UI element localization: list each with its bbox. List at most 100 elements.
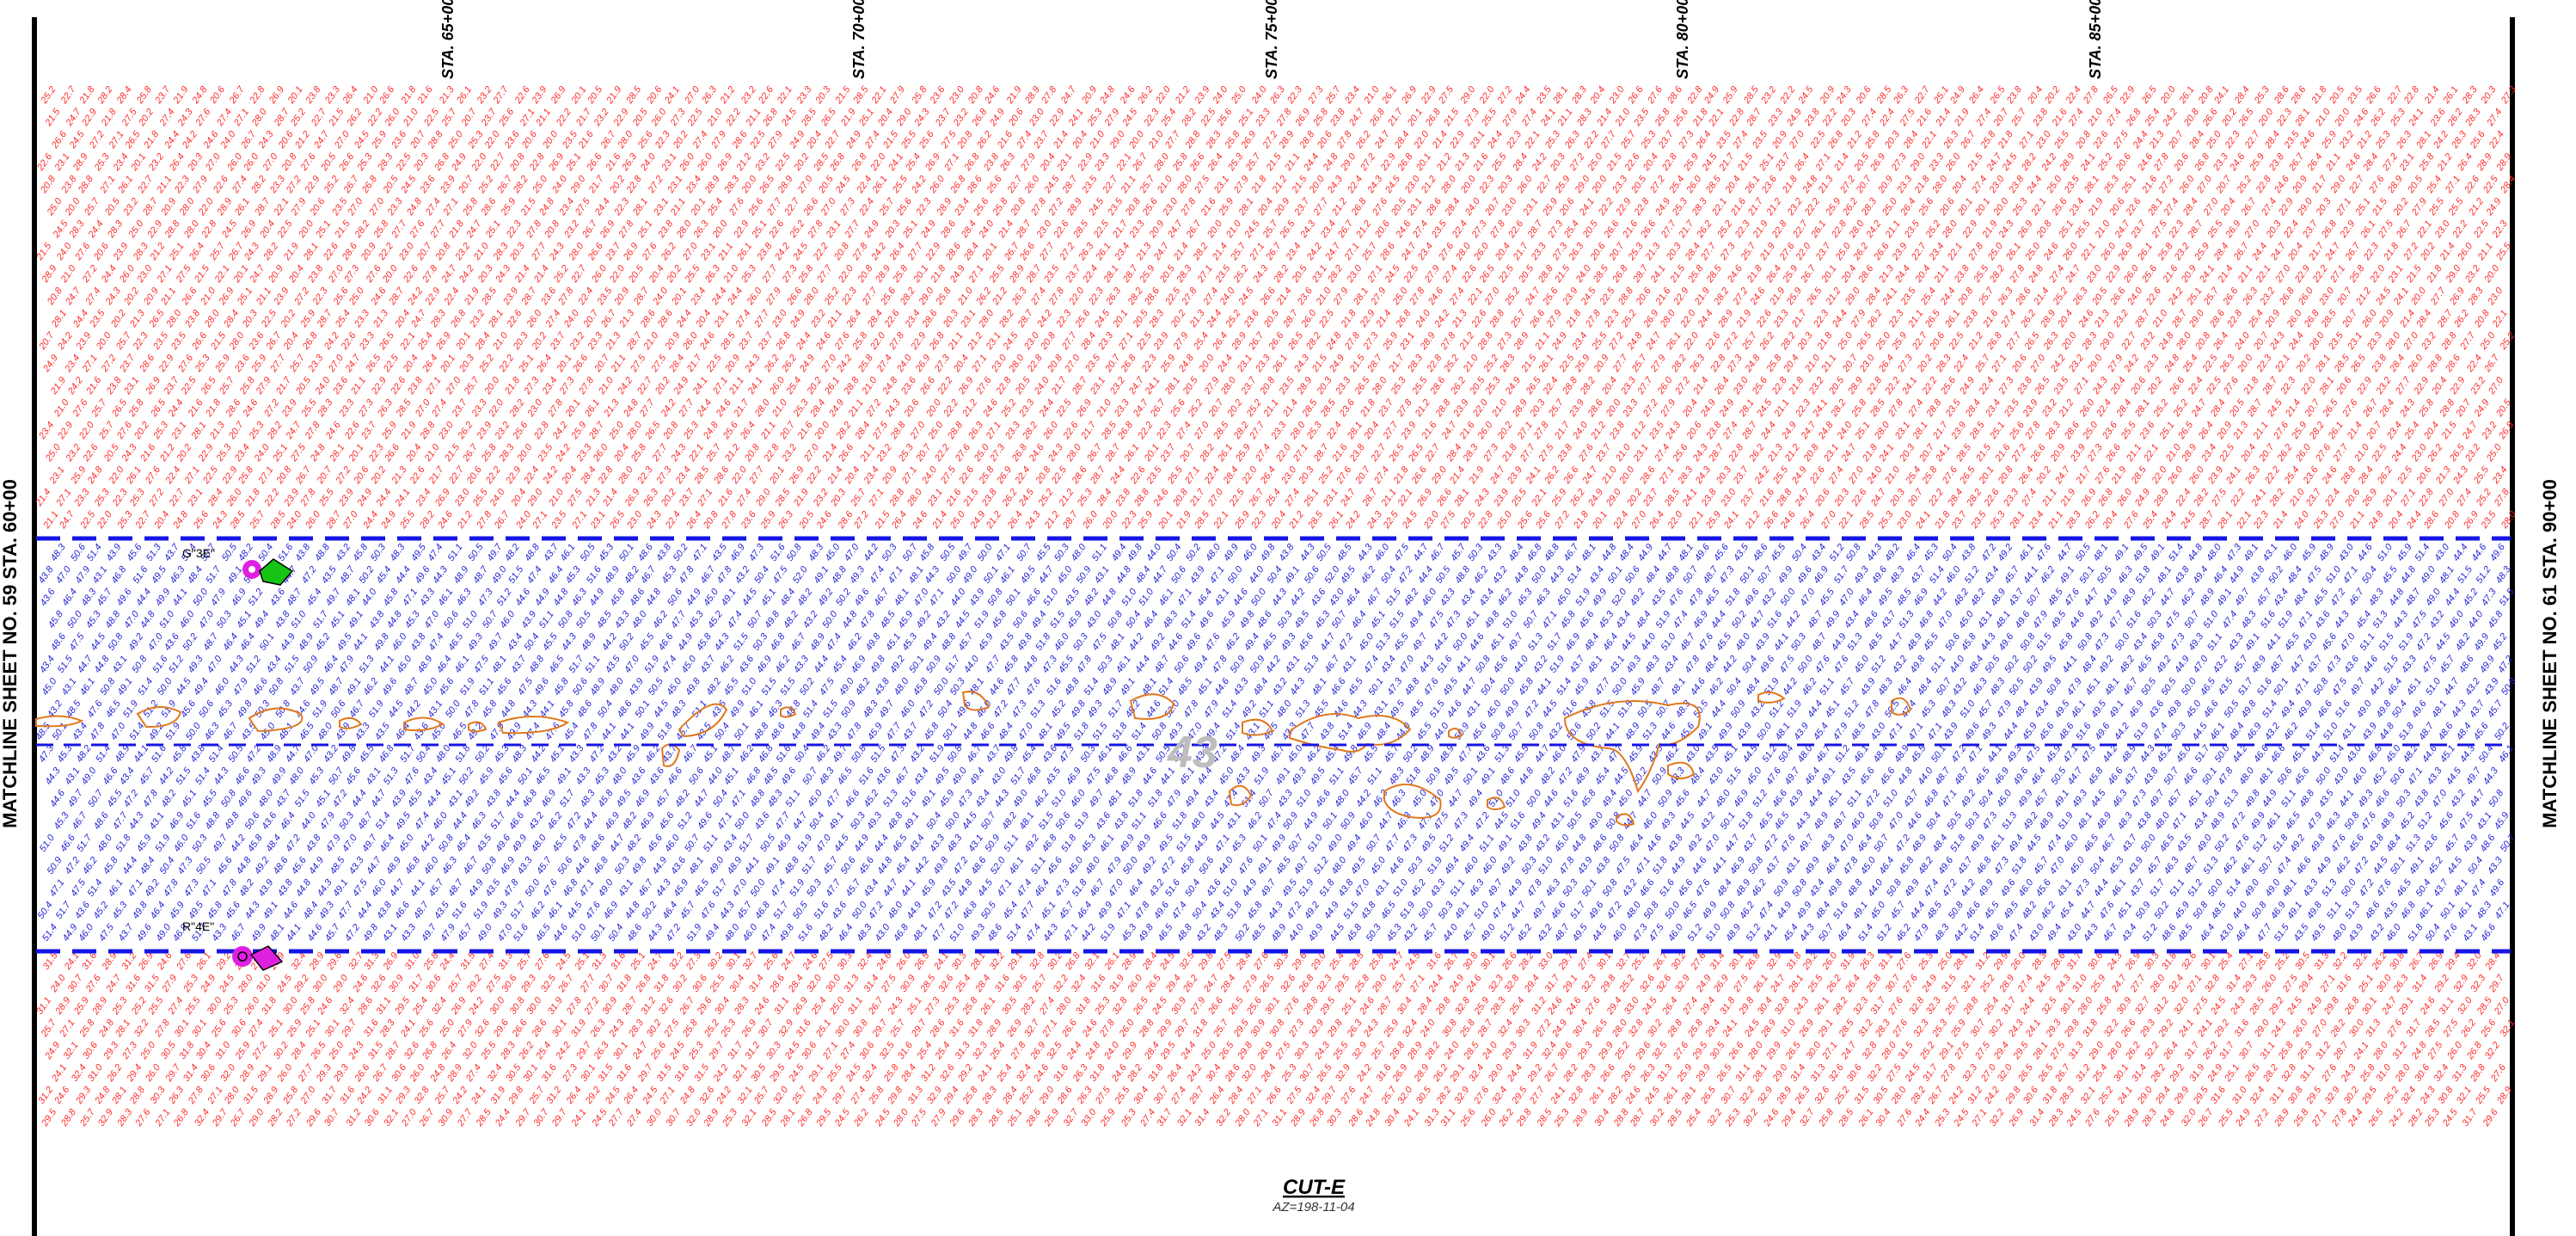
sounding-value: 28.5	[773, 487, 793, 509]
sounding-value: 46.2	[651, 609, 670, 630]
sounding-value: 21.8	[2309, 84, 2329, 107]
sounding-value: 23.1	[1468, 129, 1487, 151]
sounding-value: 43.4	[1379, 654, 1398, 674]
sounding-value: 30.4	[1204, 1062, 1223, 1083]
sounding-value: 22.8	[1829, 218, 1849, 241]
sounding-value: 25.7	[1943, 995, 1963, 1018]
sounding-value: 26.1	[1664, 330, 1684, 352]
sounding-value: 25.9	[758, 509, 778, 531]
sounding-value: 27.6	[193, 107, 213, 129]
sounding-value: 24.5	[1016, 487, 1036, 509]
sounding-value: 50.5	[791, 900, 811, 921]
sounding-value: 24.9	[1653, 196, 1673, 218]
sounding-value: 21.2	[991, 286, 1010, 307]
sounding-value: 27.7	[2004, 330, 2024, 353]
sounding-value: 49.9	[1118, 833, 1137, 853]
sounding-value: 20.0	[1604, 397, 1623, 420]
sounding-value: 25.8	[2291, 1107, 2311, 1129]
sounding-value: 27.4	[1410, 218, 1430, 240]
sounding-value: 29.7	[1173, 1018, 1193, 1040]
sounding-value: 24.2	[869, 241, 889, 262]
sounding-value: 47.3	[476, 587, 496, 608]
sounding-value: 26.3	[691, 218, 711, 241]
sounding-value: 25.1	[517, 353, 537, 374]
sounding-value: 20.6	[1812, 487, 1832, 509]
sounding-value: 22.5	[1163, 286, 1183, 308]
sounding-value: 23.2	[2469, 375, 2488, 397]
sounding-value: 24.5	[2374, 286, 2394, 308]
sounding-value: 28.2	[2260, 1062, 2280, 1084]
sounding-value: 24.5	[1120, 107, 1140, 129]
sounding-value: 20.0	[710, 218, 730, 241]
sounding-value: 25.4	[1327, 950, 1346, 972]
sounding-value: 26.9	[2223, 218, 2243, 240]
sounding-value: 25.8	[960, 1085, 980, 1107]
sounding-value: 47.6	[1422, 676, 1442, 698]
sounding-value: 21.4	[1430, 129, 1450, 151]
sounding-value: 21.0	[1314, 286, 1334, 308]
sounding-value: 45.4	[305, 587, 324, 607]
sounding-value: 27.1	[867, 487, 886, 508]
sounding-value: 47.9	[1202, 698, 1221, 719]
sounding-value: 27.4	[1720, 420, 1740, 441]
sounding-value: 50.2	[457, 766, 476, 786]
sounding-value: 21.2	[2467, 196, 2487, 218]
sounding-value: 47.4	[769, 877, 788, 898]
sounding-value: 23.9	[2021, 397, 2040, 419]
sounding-value: 24.9	[1328, 353, 1347, 374]
sounding-value: 27.3	[1996, 375, 2016, 397]
sounding-value: 27.1	[1657, 464, 1677, 486]
sounding-value: 27.8	[1583, 308, 1603, 330]
sounding-value: 28.3	[2466, 286, 2486, 308]
sounding-value: 26.6	[917, 375, 937, 397]
sounding-value: 50.4	[711, 788, 730, 809]
sounding-value: 24.6	[435, 509, 455, 532]
sounding-value: 20.5	[1458, 509, 1478, 532]
sounding-value: 23.5	[1647, 420, 1666, 442]
sounding-value: 49.8	[1069, 698, 1089, 720]
sounding-value: 50.2	[798, 676, 817, 697]
sounding-value: 21.2	[1966, 330, 1986, 352]
sounding-value: 32.9	[2323, 1085, 2342, 1105]
sounding-value: 44.8	[138, 609, 158, 630]
sounding-value: 49.8	[868, 654, 888, 675]
sounding-value: 23.4	[1342, 84, 1362, 106]
sounding-value: 26.0	[1655, 375, 1675, 397]
sounding-value: 26.0	[224, 487, 244, 509]
sounding-value: 21.5	[880, 129, 900, 151]
sounding-value: 24.5	[1001, 330, 1021, 353]
sounding-value: 25.7	[751, 1085, 771, 1107]
sounding-value: 22.9	[923, 241, 943, 262]
sounding-value: 43.9	[519, 609, 538, 630]
sounding-value: 47.3	[1040, 654, 1060, 675]
sounding-value: 25.5	[708, 973, 727, 995]
sounding-value: 44.9	[307, 855, 326, 876]
sounding-value: 24.5	[1150, 995, 1169, 1018]
sounding-value: 48.2	[795, 587, 814, 607]
sounding-value: 24.1	[886, 151, 906, 173]
sounding-value: 22.7	[1909, 241, 1929, 263]
sounding-value: 25.3	[2388, 107, 2407, 129]
sounding-value: 51.2	[676, 810, 695, 831]
sounding-value: 28.0	[202, 308, 222, 330]
sounding-value: 27.9	[1018, 151, 1038, 173]
sounding-value: 46.6	[665, 766, 685, 787]
sounding-value: 25.4	[2180, 353, 2200, 374]
sounding-value: 24.2	[180, 129, 199, 151]
sounding-value: 28.0	[1438, 174, 1458, 196]
sounding-value: 32.4	[430, 995, 449, 1016]
sounding-value: 26.8	[1984, 330, 2004, 353]
sounding-value: 22.0	[77, 420, 96, 442]
sounding-value: 30.2	[1741, 1107, 1760, 1128]
sounding-value: 27.9	[160, 973, 180, 994]
sounding-value: 25.9	[1682, 151, 1702, 173]
sounding-value: 22.9	[1960, 218, 1980, 240]
sounding-value: 24.0	[1835, 420, 1855, 442]
sounding-value: 23.3	[1771, 308, 1791, 330]
sounding-value: 50.5	[579, 542, 598, 563]
sounding-value: 21.4	[1374, 308, 1394, 329]
sounding-value: 47.4	[1024, 922, 1043, 943]
sounding-value: 20.5	[101, 442, 121, 464]
sounding-value: 23.2	[2111, 308, 2131, 329]
sounding-value: 45.8	[922, 721, 941, 742]
